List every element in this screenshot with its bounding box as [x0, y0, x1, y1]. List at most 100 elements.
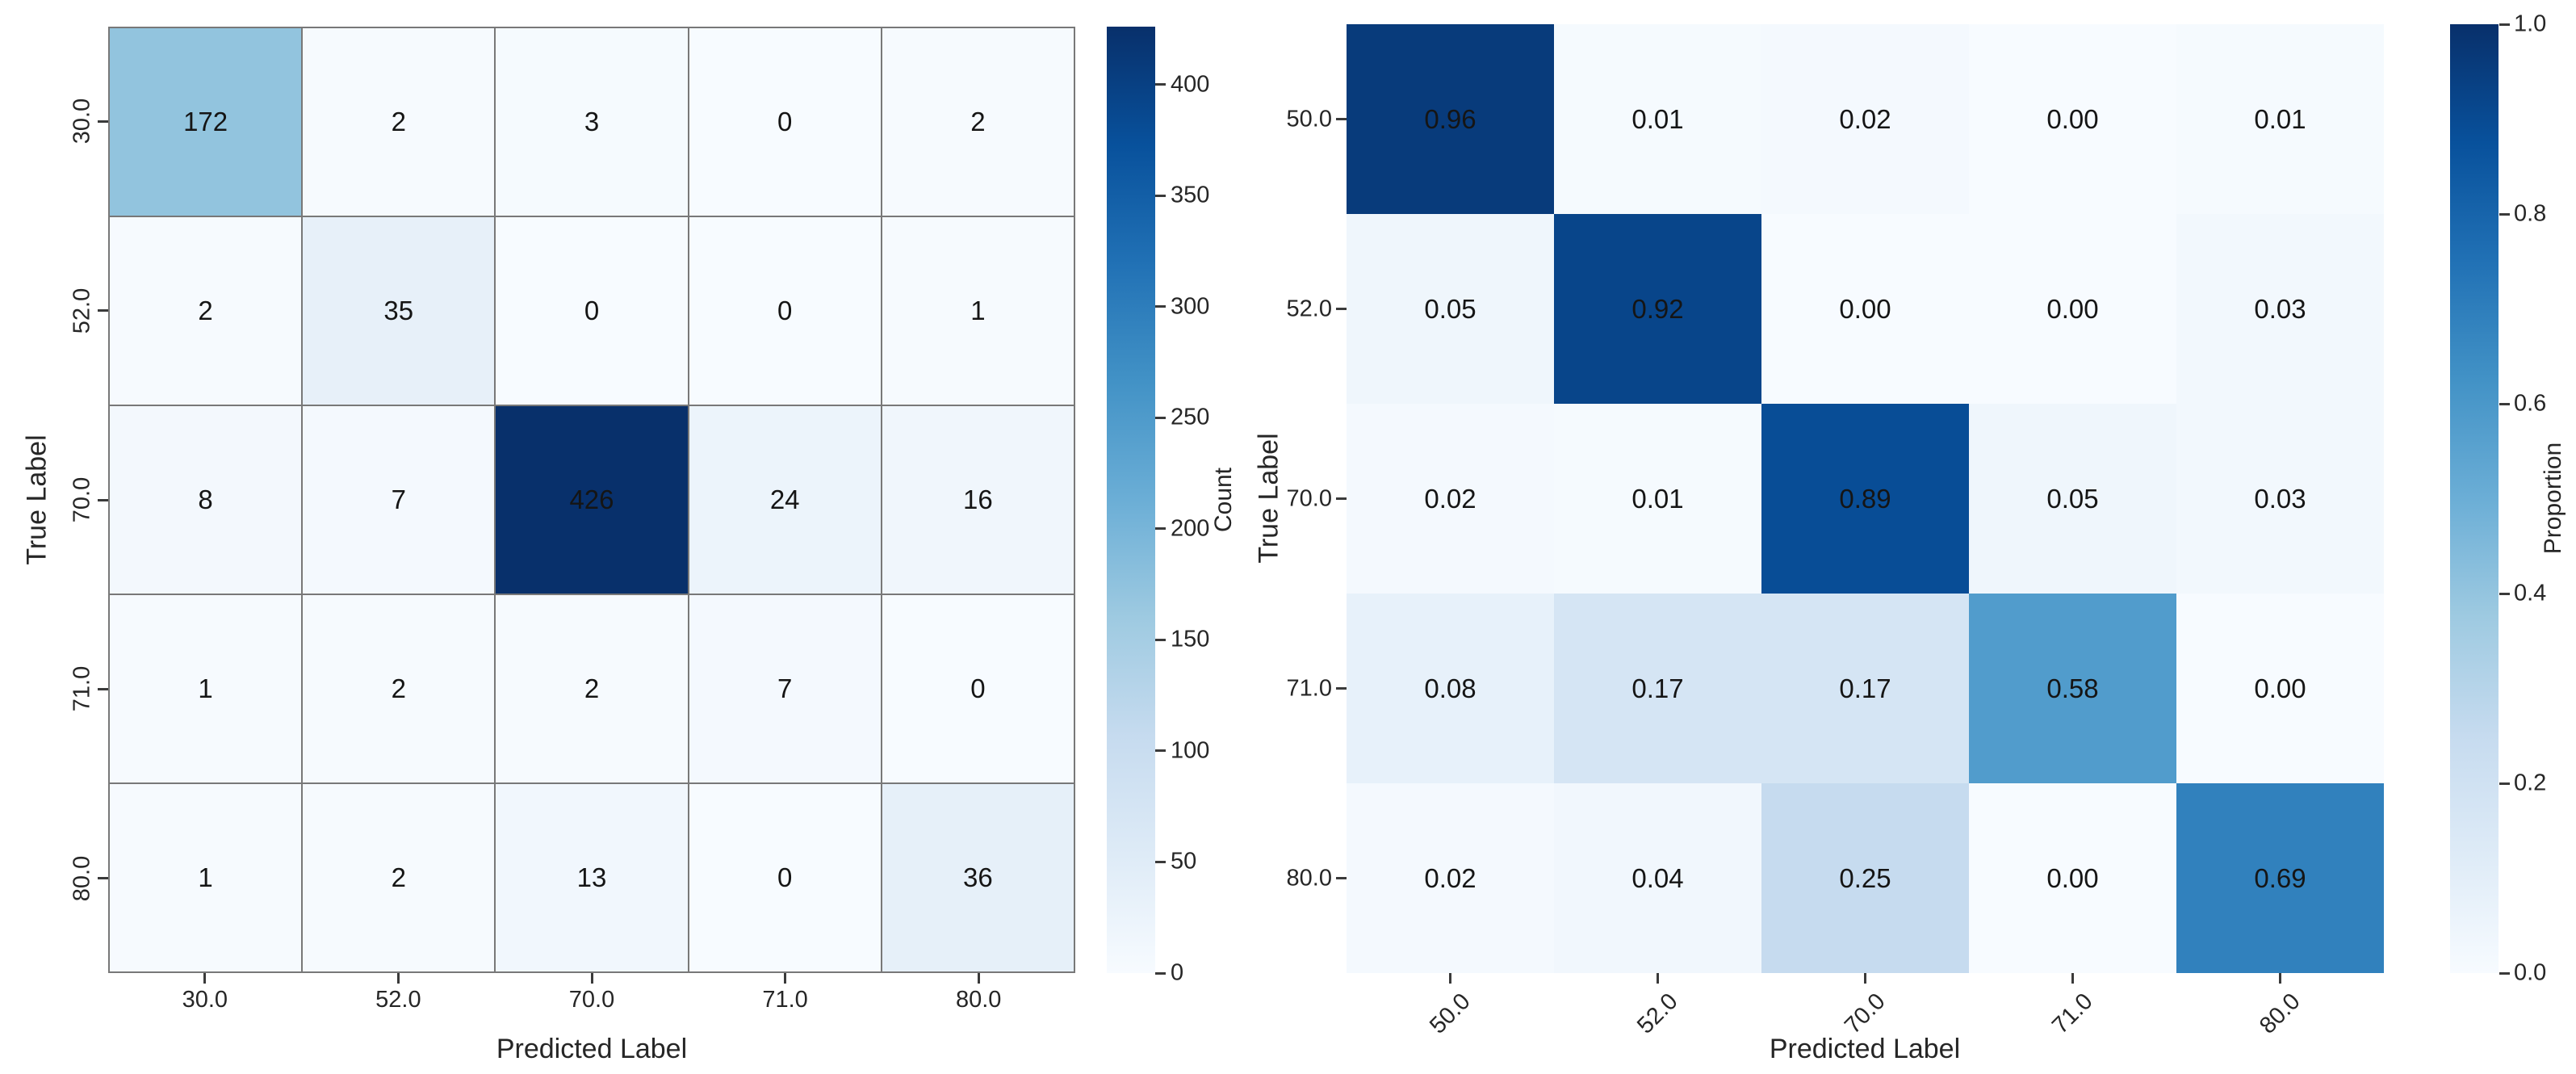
- colorbar-tick-label: 200: [1171, 515, 1210, 542]
- heatmap-cell: 0.89: [1761, 404, 1969, 594]
- x-tick-label: 80.0: [2254, 988, 2306, 1039]
- x-tick-mark: [1657, 973, 1659, 984]
- y-tick-mark: [1336, 118, 1347, 120]
- x-tick-mark: [2279, 973, 2281, 984]
- x-tick-mark: [590, 973, 593, 984]
- heatmap-cell: 2: [110, 217, 302, 405]
- x-tick-mark: [784, 973, 787, 984]
- y-tick-label: 52.0: [1286, 296, 1332, 321]
- heatmap-cell: 0.58: [1969, 594, 2176, 783]
- colorbar-tick-mark: [2499, 23, 2510, 26]
- right-x-axis-title: Predicted Label: [1769, 1034, 1961, 1064]
- heatmap-cell: 0.00: [1969, 214, 2176, 404]
- heatmap-cell: 16: [882, 406, 1074, 594]
- colorbar-tick-label: 400: [1171, 71, 1210, 98]
- colorbar-tick-label: 150: [1171, 626, 1210, 652]
- colorbar-tick-mark: [2499, 782, 2510, 785]
- y-tick-label: 70.0: [1286, 485, 1332, 511]
- heatmap-cell: 0: [496, 217, 688, 405]
- heatmap-cell: 8: [110, 406, 302, 594]
- heatmap-cell: 7: [689, 595, 881, 782]
- heatmap-cell: 172: [110, 28, 302, 216]
- left-x-axis-title: Predicted Label: [496, 1034, 688, 1064]
- colorbar-tick-label: 0.4: [2514, 580, 2547, 606]
- colorbar-tick-mark: [2499, 592, 2510, 595]
- heatmap-cell: 0.04: [1554, 783, 1761, 973]
- x-tick-mark: [1864, 973, 1866, 984]
- heatmap-cell: 0.00: [1969, 24, 2176, 214]
- x-tick-label: 71.0: [762, 987, 808, 1013]
- y-tick-mark: [1336, 497, 1347, 500]
- heatmap-cell: 0.00: [2176, 594, 2384, 783]
- heatmap-cell: 0.05: [1347, 214, 1554, 404]
- y-tick-label: 70.0: [69, 476, 95, 523]
- heatmap-cell: 35: [303, 217, 495, 405]
- proportion-colorbar-title: Proportion: [2540, 442, 2566, 555]
- heatmap-cell: 0.00: [1969, 783, 2176, 973]
- y-tick-label: 50.0: [1286, 106, 1332, 132]
- x-tick-label: 52.0: [1631, 988, 1683, 1039]
- y-tick-label: 52.0: [69, 287, 95, 334]
- y-tick-mark: [1336, 877, 1347, 879]
- heatmap-cell: 1: [110, 784, 302, 971]
- x-tick-mark: [2071, 973, 2074, 984]
- heatmap-cell: 13: [496, 784, 688, 971]
- right-y-axis-title: True Label: [1253, 433, 1284, 564]
- x-tick-label: 80.0: [955, 987, 1002, 1013]
- colorbar-tick-mark: [1155, 971, 1166, 975]
- colorbar-tick-label: 1.0: [2514, 10, 2547, 37]
- heatmap-cell: 0.03: [2176, 214, 2384, 404]
- heatmap-cell: 0.17: [1554, 594, 1761, 783]
- proportion-colorbar-gradient: [2450, 24, 2499, 973]
- colorbar-tick-label: 50: [1171, 848, 1197, 875]
- heatmap-cell: 2: [496, 595, 688, 782]
- heatmap-cell: 0: [689, 217, 881, 405]
- colorbar-tick-label: 0: [1171, 959, 1184, 986]
- heatmap-cell: 0: [689, 784, 881, 971]
- x-tick-mark: [1449, 973, 1451, 984]
- x-tick-mark: [977, 973, 980, 984]
- x-tick-label: 50.0: [1424, 988, 1476, 1039]
- y-tick-mark: [98, 120, 108, 123]
- y-tick-label: 80.0: [1286, 865, 1332, 891]
- y-tick-label: 71.0: [69, 666, 95, 712]
- count-colorbar-gradient: [1107, 27, 1155, 973]
- heatmap-cell: 0.01: [2176, 24, 2384, 214]
- heatmap-cell: 24: [689, 406, 881, 594]
- colorbar-tick-mark: [1155, 749, 1166, 753]
- heatmap-cell: 0.01: [1554, 24, 1761, 214]
- colorbar-tick-label: 300: [1171, 293, 1210, 320]
- colorbar-tick-label: 0.6: [2514, 390, 2547, 417]
- y-tick-label: 80.0: [69, 855, 95, 902]
- heatmap-cell: 2: [882, 28, 1074, 216]
- y-tick-mark: [98, 877, 108, 880]
- heatmap-cell: 3: [496, 28, 688, 216]
- colorbar-tick-mark: [1155, 305, 1166, 308]
- colorbar-tick-mark: [1155, 638, 1166, 641]
- x-tick-label: 71.0: [2046, 988, 2098, 1039]
- heatmap-cell: 2: [303, 784, 495, 971]
- heatmap-cell: 0.25: [1761, 783, 1969, 973]
- colorbar-tick-mark: [2499, 971, 2510, 975]
- heatmap-cell: 0.96: [1347, 24, 1554, 214]
- x-tick-label: 52.0: [375, 987, 421, 1013]
- count-heatmap: 172 2 3 0 2 2 35 0 0 1 8 7 426 24 16 1 2 2 7 0 1 2 13 0 36: [108, 27, 1075, 973]
- heatmap-cell: 2: [303, 28, 495, 216]
- colorbar-tick-mark: [1155, 527, 1166, 531]
- heatmap-cell: 0.00: [1761, 214, 1969, 404]
- proportion-heatmap: 0.96 0.01 0.02 0.00 0.01 0.05 0.92 0.00 0.00 0.03…: [1347, 24, 2384, 973]
- y-tick-mark: [1336, 687, 1347, 690]
- count-colorbar-title: Count: [1210, 467, 1237, 533]
- heatmap-cell: 0.17: [1761, 594, 1969, 783]
- colorbar-tick-mark: [1155, 860, 1166, 863]
- colorbar-tick-label: 0.2: [2514, 770, 2547, 796]
- x-tick-label: 30.0: [182, 987, 228, 1013]
- colorbar-tick-label: 0.8: [2514, 200, 2547, 227]
- heatmap-cell: 0.69: [2176, 783, 2384, 973]
- x-tick-label: 70.0: [1839, 988, 1891, 1039]
- colorbar-tick-mark: [1155, 194, 1166, 197]
- heatmap-cell: 0: [689, 28, 881, 216]
- y-tick-mark: [98, 309, 108, 313]
- heatmap-cell: 0: [882, 595, 1074, 782]
